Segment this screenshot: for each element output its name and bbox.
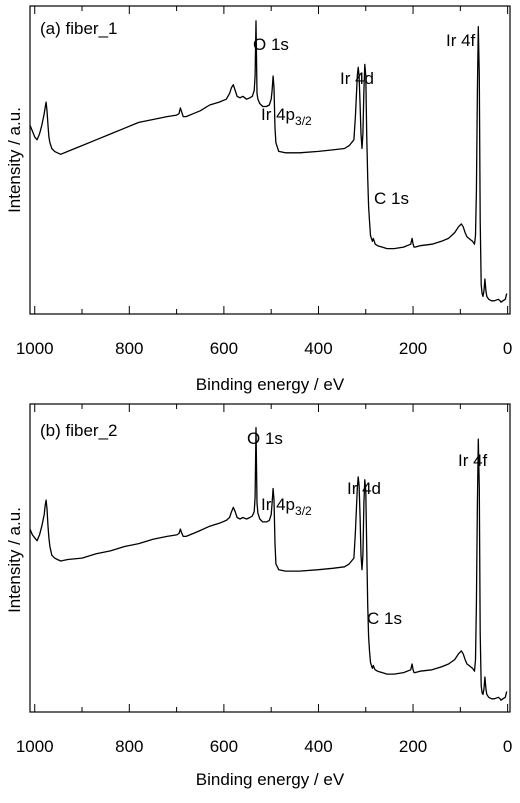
panel-b-xtick-label: 800 xyxy=(115,737,143,756)
panel-a-xtick-label: 600 xyxy=(210,339,238,358)
panel-a-xtick-label: 1000 xyxy=(16,339,54,358)
panel-a-marks: 1000 800 600 400 200 0 O 1s Ir 4p3/2 Ir 4d C 1s Ir… xyxy=(16,6,512,358)
panel-b-spectrum-line xyxy=(29,426,508,701)
panel-a-spectrum-line xyxy=(29,20,508,303)
panel-b-label: (b) fiber_2 xyxy=(40,421,117,440)
panel-a-xlabel: Binding energy / eV xyxy=(196,375,345,394)
panel-a-xtick-label: 200 xyxy=(399,339,427,358)
panel-b-frame xyxy=(29,403,511,713)
panel-b-ylabel: Intensity / a.u. xyxy=(5,507,24,613)
panel-b-xtick-label: 200 xyxy=(399,737,427,756)
panel-a-xtick-label: 0 xyxy=(503,339,512,358)
panel-a-label: (a) fiber_1 xyxy=(40,19,117,38)
panel-b-xlabel: Binding energy / eV xyxy=(196,770,345,789)
panel-b-peak-label: Ir 4d xyxy=(347,479,381,498)
panel-a-peak-label: Ir 4d xyxy=(340,69,374,88)
panel-a: 1000 800 600 400 200 0 O 1s Ir 4p3/2 Ir 4d C 1s Ir… xyxy=(5,5,512,394)
panel-a-peak-label: C 1s xyxy=(374,189,409,208)
panel-a-peak-label: O 1s xyxy=(253,35,289,54)
panel-a-peak-label: Ir 4f xyxy=(446,31,476,50)
panel-b-peak-label: Ir 4f xyxy=(458,451,488,470)
panel-a-peak-label: Ir 4p3/2 xyxy=(261,105,312,128)
panel-b-xtick-label: 400 xyxy=(304,737,332,756)
panel-a-frame xyxy=(29,5,511,315)
panel-b-peak-label: Ir 4p3/2 xyxy=(261,495,312,518)
panel-b-marks: 1000 800 600 400 200 0 O 1s Ir 4p3/2 Ir 4d C 1s Ir… xyxy=(16,404,512,756)
panel-b-xtick-label: 1000 xyxy=(16,737,54,756)
panel-a-xtick-label: 400 xyxy=(304,339,332,358)
panel-a-ylabel: Intensity / a.u. xyxy=(5,107,24,213)
panel-b-xtick-label: 0 xyxy=(503,737,512,756)
panel-b: 1000 800 600 400 200 0 O 1s Ir 4p3/2 Ir 4d C 1s Ir… xyxy=(5,403,512,789)
panel-a-xtick-label: 800 xyxy=(115,339,143,358)
panel-b-peak-label: C 1s xyxy=(367,609,402,628)
panel-b-xtick-label: 600 xyxy=(210,737,238,756)
panel-b-peak-label: O 1s xyxy=(247,429,283,448)
